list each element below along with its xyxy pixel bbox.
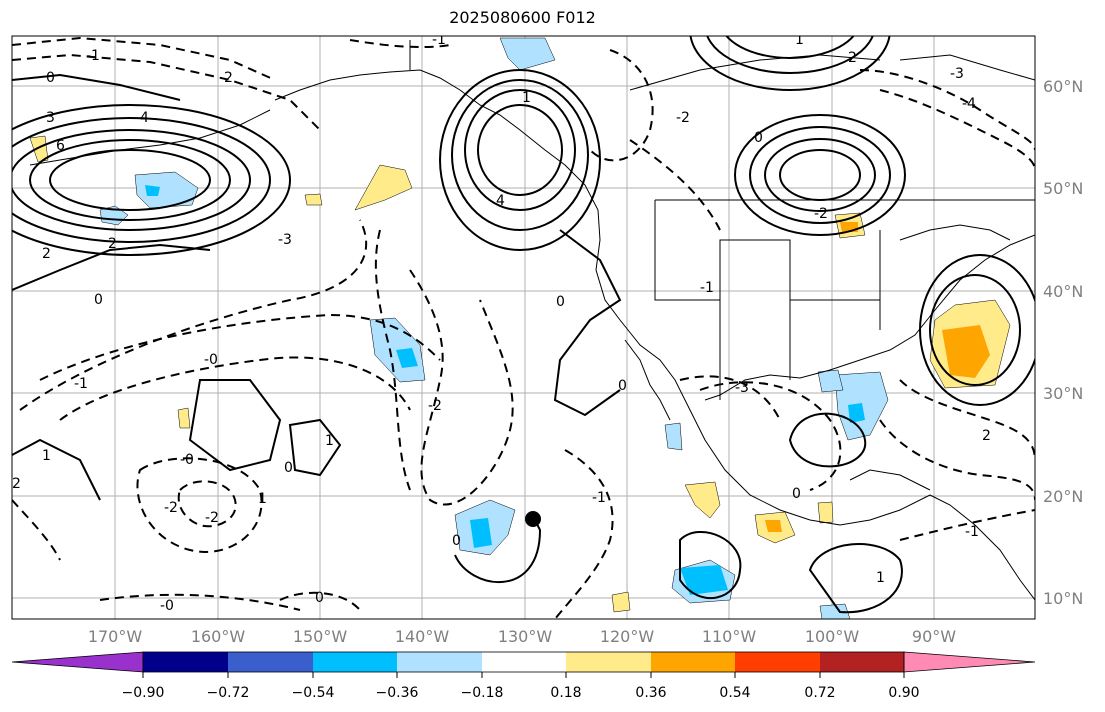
colorbar-swatch <box>651 652 735 672</box>
colorbar-tick-label: 0.72 <box>804 685 835 701</box>
colorbar-tick-label: 0.36 <box>635 685 666 701</box>
colorbar-tick-label: 0.54 <box>719 685 750 701</box>
colorbar-swatch <box>482 652 566 672</box>
longitude-labels: 170°W 160°W 150°W 140°W 130°W 120°W 110°… <box>88 627 956 646</box>
contour-label: -2 <box>814 206 828 222</box>
lon-label: 140°W <box>395 627 450 646</box>
contour-label: -2 <box>164 500 178 516</box>
storm-center-marker <box>525 511 541 527</box>
contour-label: 1 <box>795 32 804 48</box>
contour-label: -2 <box>205 510 219 526</box>
colorbar-tick-label: −0.18 <box>461 685 504 701</box>
map-title: 2025080600 F012 <box>449 8 596 27</box>
contour-label-group: -1 2 0 3 4 6 2 2 -3 -0 0 -1 -2 2 1 -2 -0… <box>12 32 991 614</box>
colorbar-swatch <box>735 652 820 672</box>
lon-label: 130°W <box>498 627 553 646</box>
colorbar-tick-label: −0.72 <box>207 685 250 701</box>
contour-label: -3 <box>735 380 749 396</box>
contour-label: 4 <box>496 193 505 209</box>
contour-label: -2 <box>676 110 690 126</box>
colorbar-swatch <box>143 652 228 672</box>
contour-label: -1 <box>74 376 88 392</box>
contour-label: 0 <box>94 292 103 308</box>
colorbar-swatch <box>397 652 482 672</box>
colorbar-swatch <box>820 652 904 672</box>
contour-label: -3 <box>950 66 964 82</box>
contour-label: -0 <box>204 352 218 368</box>
lon-label: 150°W <box>293 627 348 646</box>
lon-label: 160°W <box>191 627 246 646</box>
lon-label: 100°W <box>805 627 860 646</box>
lon-label: 170°W <box>88 627 143 646</box>
contour-label: -0 <box>160 598 174 614</box>
contour-label: 0 <box>46 70 55 86</box>
contour-label: 2 <box>982 428 991 444</box>
lat-label: 50°N <box>1043 179 1083 198</box>
contour-label: -1 <box>700 280 714 296</box>
map-area <box>12 36 1035 619</box>
contour-label: 2 <box>12 476 21 492</box>
contour-label: 3 <box>46 110 55 126</box>
contour-label: -1 <box>86 48 100 64</box>
contour-label: 2 <box>848 50 857 66</box>
contour-label: 0 <box>754 130 763 146</box>
contour-label: -1 <box>965 524 979 540</box>
shaded-regions <box>29 37 1011 619</box>
colorbar: −0.90 −0.72 −0.54 −0.36 −0.18 0.18 0.36 … <box>11 651 1036 701</box>
contour-label: 1 <box>522 90 531 106</box>
contour-label: -2 <box>428 398 442 414</box>
lat-label: 60°N <box>1043 77 1083 96</box>
colorbar-extend-high <box>903 651 1036 673</box>
contour-label: 0 <box>452 533 461 549</box>
contour-label: 1 <box>258 491 267 507</box>
lat-label: 40°N <box>1043 282 1083 301</box>
colorbar-ticks <box>142 672 905 678</box>
contour-lines <box>12 36 1035 614</box>
contour-label: 0 <box>792 486 801 502</box>
coastlines <box>29 40 1035 601</box>
colorbar-tick-label: 0.18 <box>550 685 581 701</box>
colorbar-swatch <box>313 652 397 672</box>
colorbar-extend-low <box>11 651 144 673</box>
contour-label: 6 <box>56 138 65 154</box>
colorbar-tick-label: −0.90 <box>122 685 165 701</box>
contour-label: 1 <box>325 433 334 449</box>
colorbar-swatch <box>228 652 313 672</box>
contour-label: 2 <box>108 236 117 252</box>
contour-label: -4 <box>962 96 976 112</box>
lat-label: 20°N <box>1043 487 1083 506</box>
colorbar-tick-label: 0.90 <box>888 685 919 701</box>
lat-label: 30°N <box>1043 384 1083 403</box>
lat-label: 10°N <box>1043 589 1083 608</box>
map-frame <box>11 35 1036 620</box>
colorbar-swatch <box>566 652 651 672</box>
contour-label: -3 <box>278 232 292 248</box>
colorbar-tick-label: −0.36 <box>376 685 419 701</box>
contour-label: 1 <box>42 448 51 464</box>
contour-label: 1 <box>876 570 885 586</box>
contour-label: -1 <box>592 490 606 506</box>
contour-label: -0 <box>180 452 194 468</box>
contour-label: 0 <box>284 460 293 476</box>
lon-label: 120°W <box>600 627 655 646</box>
contour-label: 0 <box>315 590 324 606</box>
contour-label: 0 <box>556 294 565 310</box>
lon-label: 90°W <box>912 627 956 646</box>
lon-label: 110°W <box>702 627 757 646</box>
contour-label: 0 <box>618 378 627 394</box>
colorbar-tick-label: −0.54 <box>292 685 335 701</box>
latitude-labels: 60°N 50°N 40°N 30°N 20°N 10°N <box>1043 77 1083 608</box>
contour-label: 4 <box>140 110 149 126</box>
contour-label: 2 <box>224 70 233 86</box>
contour-lines-dashed <box>12 36 1035 619</box>
contour-label: -1 <box>432 32 446 48</box>
contour-label: 2 <box>42 246 51 262</box>
